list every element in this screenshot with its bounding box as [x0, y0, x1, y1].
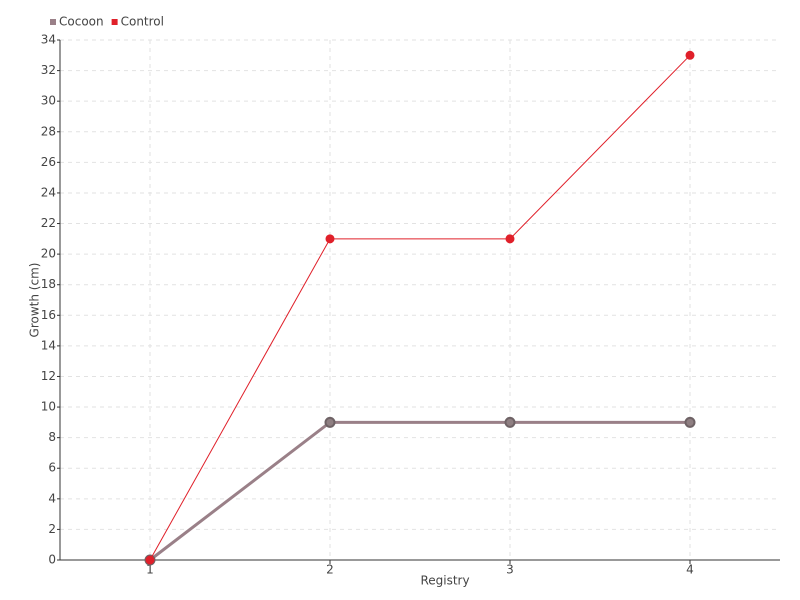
legend-swatch: [111, 19, 118, 25]
y-tick-label: 14: [41, 338, 56, 352]
y-tick-label: 30: [41, 94, 56, 108]
y-tick-label: 22: [41, 216, 56, 230]
y-tick-label: 26: [41, 155, 56, 169]
series-line: [149, 54, 691, 561]
data-point: [505, 234, 515, 244]
legend-label: Cocoon: [59, 15, 104, 29]
legend-label: Control: [121, 15, 164, 29]
x-tick-label: 3: [506, 563, 514, 577]
y-tick-label: 34: [41, 33, 56, 47]
y-tick-label: 32: [41, 63, 56, 77]
data-point: [685, 50, 695, 60]
data-point: [145, 555, 155, 565]
y-tick-label: 24: [41, 185, 56, 199]
y-tick-label: 4: [48, 491, 56, 505]
y-tick-label: 12: [41, 369, 56, 383]
y-tick-label: 20: [41, 247, 56, 261]
data-point: [324, 416, 336, 428]
x-tick-label: 4: [686, 563, 694, 577]
y-axis-label: Growth (cm): [28, 263, 42, 338]
y-tick-label: 8: [48, 430, 56, 444]
x-axis-label: Registry: [420, 574, 469, 588]
y-tick-label: 10: [41, 400, 56, 414]
series-line: [149, 420, 690, 562]
data-point: [684, 416, 696, 428]
x-tick-label: 1: [146, 563, 154, 577]
y-tick-label: 2: [48, 522, 56, 536]
y-tick-label: 18: [41, 277, 56, 291]
y-tick-label: 6: [48, 461, 56, 475]
data-point: [504, 416, 516, 428]
data-point: [325, 234, 335, 244]
y-tick-label: 28: [41, 124, 56, 138]
y-tick-label: 16: [41, 308, 56, 322]
y-tick-label: 0: [48, 553, 56, 567]
x-tick-label: 2: [326, 563, 334, 577]
legend-swatch: [50, 19, 56, 25]
